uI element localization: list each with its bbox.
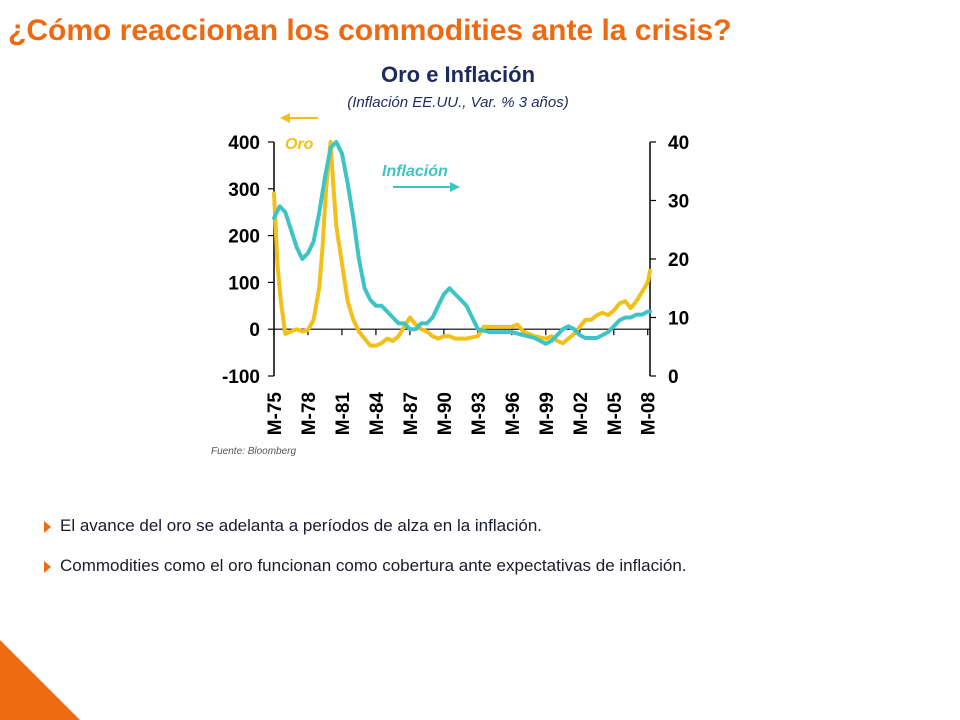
y-right-tick-label: 20 [668,250,689,271]
x-tick-label: M-99 [537,392,558,435]
y-left-tick-label: 200 [228,227,260,248]
bullet-text: El avance del oro se adelanta a períodos… [60,516,542,535]
x-tick-label: M-02 [571,392,592,435]
x-tick-label: M-81 [333,392,354,436]
x-tick-label: M-96 [503,392,524,435]
y-left-tick-label: 100 [228,273,260,294]
y-left-tick-label: 400 [228,133,260,154]
x-tick-label: M-84 [367,392,388,436]
bullet-item: El avance del oro se adelanta a períodos… [44,512,687,552]
legend-label-inflacion: Inflación [382,163,448,180]
y-left-tick-label: 300 [228,180,260,201]
y-left-tick-label: -100 [222,367,260,388]
x-tick-label: M-75 [265,392,286,436]
corner-decoration [0,640,80,720]
x-tick-label: M-05 [605,392,626,436]
legend-label-oro: Oro [285,136,314,153]
bullet-list: El avance del oro se adelanta a períodos… [44,512,687,592]
slide-title: ¿Cómo reaccionan los commodities ante la… [8,14,732,47]
x-tick-label: M-08 [639,392,660,435]
legend-arrowhead-inflacion [450,182,460,192]
y-right-tick-label: 10 [668,309,689,330]
chart-subtitle: (Inflación EE.UU., Var. % 3 años) [347,94,569,111]
series-line-oro [272,140,652,348]
x-tick-label: M-78 [299,392,320,435]
chart-source: Fuente: Bloomberg [211,446,296,457]
legend-arrowhead-oro [280,113,290,123]
x-tick-label: M-93 [469,392,490,435]
bullet-item: Commodities como el oro funcionan como c… [44,552,687,592]
y-right-tick-label: 0 [668,367,679,388]
y-right-tick-label: 30 [668,192,689,213]
bullet-arrow-icon [44,561,51,573]
x-tick-label: M-90 [435,392,456,435]
chart-series [272,140,652,348]
chart-title: Oro e Inflación [380,62,536,87]
y-left-tick-label: 0 [249,320,260,341]
x-tick-label: M-87 [401,392,422,435]
series-line-inflacin [272,140,652,346]
bullet-arrow-icon [44,521,51,533]
bullet-text: Commodities como el oro funcionan como c… [60,556,687,575]
y-right-tick-label: 40 [668,133,689,154]
